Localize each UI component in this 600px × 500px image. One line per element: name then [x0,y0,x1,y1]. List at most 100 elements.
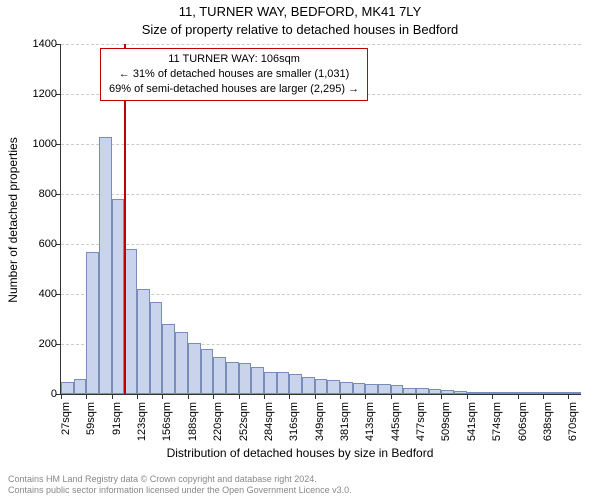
x-tick-mark [289,394,290,399]
page-title-line2: Size of property relative to detached ho… [0,22,600,37]
x-tick-mark [391,394,392,399]
y-tick-label: 400 [19,288,57,300]
histogram-bar [518,392,531,394]
y-tick-label: 0 [19,388,57,400]
histogram-bar [150,302,163,395]
x-tick-label: 156sqm [161,402,173,452]
x-tick-mark [568,394,569,399]
histogram-bar [251,367,264,395]
x-tick-label: 252sqm [238,402,250,452]
y-tick-label: 800 [19,188,57,200]
x-tick-mark [365,394,366,399]
histogram-bar [378,384,391,394]
histogram-bar [277,372,290,395]
histogram-bar [61,382,74,395]
callout-line: 11 TURNER WAY: 106sqm [109,52,359,67]
x-tick-mark [340,394,341,399]
histogram-bar [365,384,378,394]
x-tick-label: 445sqm [390,402,402,452]
footer-line-1: Contains HM Land Registry data © Crown c… [8,474,352,485]
histogram-bar [201,349,214,394]
x-tick-mark [441,394,442,399]
histogram-bar [74,379,87,394]
callout-line: ← 31% of detached houses are smaller (1,… [109,67,359,82]
histogram-bar [188,343,201,394]
histogram-bar [239,363,252,394]
x-tick-label: 59sqm [85,402,97,452]
callout-line: 69% of semi-detached houses are larger (… [109,82,359,97]
histogram-bar [124,249,137,394]
x-tick-label: 541sqm [466,402,478,452]
histogram-bar [543,392,556,394]
histogram-bar [530,392,543,394]
gridline [61,194,581,195]
x-tick-mark [162,394,163,399]
x-tick-label: 316sqm [288,402,300,452]
histogram-bar [429,389,442,394]
gridline [61,44,581,45]
x-tick-mark [518,394,519,399]
histogram-bar [175,332,188,395]
footer-line-2: Contains public sector information licen… [8,485,352,496]
gridline [61,244,581,245]
histogram-bar [556,392,569,394]
x-tick-label: 381sqm [339,402,351,452]
x-tick-label: 349sqm [314,402,326,452]
y-tick-label: 600 [19,238,57,250]
histogram-bar [86,252,99,395]
histogram-bar [264,372,277,395]
x-tick-mark [112,394,113,399]
histogram-bar [302,377,315,395]
histogram-bar [327,380,340,394]
histogram-bar [137,289,150,394]
callout-box: 11 TURNER WAY: 106sqm← 31% of detached h… [100,48,368,101]
x-tick-mark [188,394,189,399]
histogram-bar [213,357,226,395]
x-tick-label: 606sqm [517,402,529,452]
x-tick-mark [543,394,544,399]
x-tick-label: 123sqm [136,402,148,452]
x-tick-mark [315,394,316,399]
histogram-bar [391,385,404,394]
x-tick-label: 284sqm [263,402,275,452]
x-tick-label: 91sqm [111,402,123,452]
histogram-bar [505,392,518,394]
x-tick-label: 477sqm [415,402,427,452]
y-axis-label: Number of detached properties [6,137,20,302]
x-tick-mark [137,394,138,399]
x-tick-label: 638sqm [542,402,554,452]
histogram-bar [315,379,328,394]
x-tick-mark [213,394,214,399]
x-tick-label: 27sqm [60,402,72,452]
attribution-footer: Contains HM Land Registry data © Crown c… [8,474,352,497]
histogram-bar [289,374,302,394]
y-tick-label: 1000 [19,138,57,150]
x-tick-label: 188sqm [187,402,199,452]
histogram-bar [340,382,353,395]
histogram-bar [403,388,416,394]
x-tick-mark [467,394,468,399]
histogram-bar [454,391,467,394]
x-tick-mark [264,394,265,399]
y-tick-label: 1400 [19,38,57,50]
x-tick-label: 574sqm [491,402,503,452]
histogram-bar [568,392,581,394]
histogram-bar [226,362,239,395]
gridline [61,144,581,145]
x-tick-label: 509sqm [440,402,452,452]
x-tick-mark [61,394,62,399]
histogram-bar [480,392,493,394]
y-tick-label: 200 [19,338,57,350]
x-tick-mark [416,394,417,399]
x-tick-label: 220sqm [212,402,224,452]
x-tick-mark [239,394,240,399]
histogram-bar [99,137,112,395]
x-axis-label: Distribution of detached houses by size … [0,446,600,460]
page-title-line1: 11, TURNER WAY, BEDFORD, MK41 7LY [0,4,600,19]
x-tick-label: 413sqm [364,402,376,452]
histogram-bar [416,388,429,394]
x-tick-mark [86,394,87,399]
histogram-bar [492,392,505,394]
histogram-bar [441,390,454,394]
histogram-bar [467,392,480,395]
